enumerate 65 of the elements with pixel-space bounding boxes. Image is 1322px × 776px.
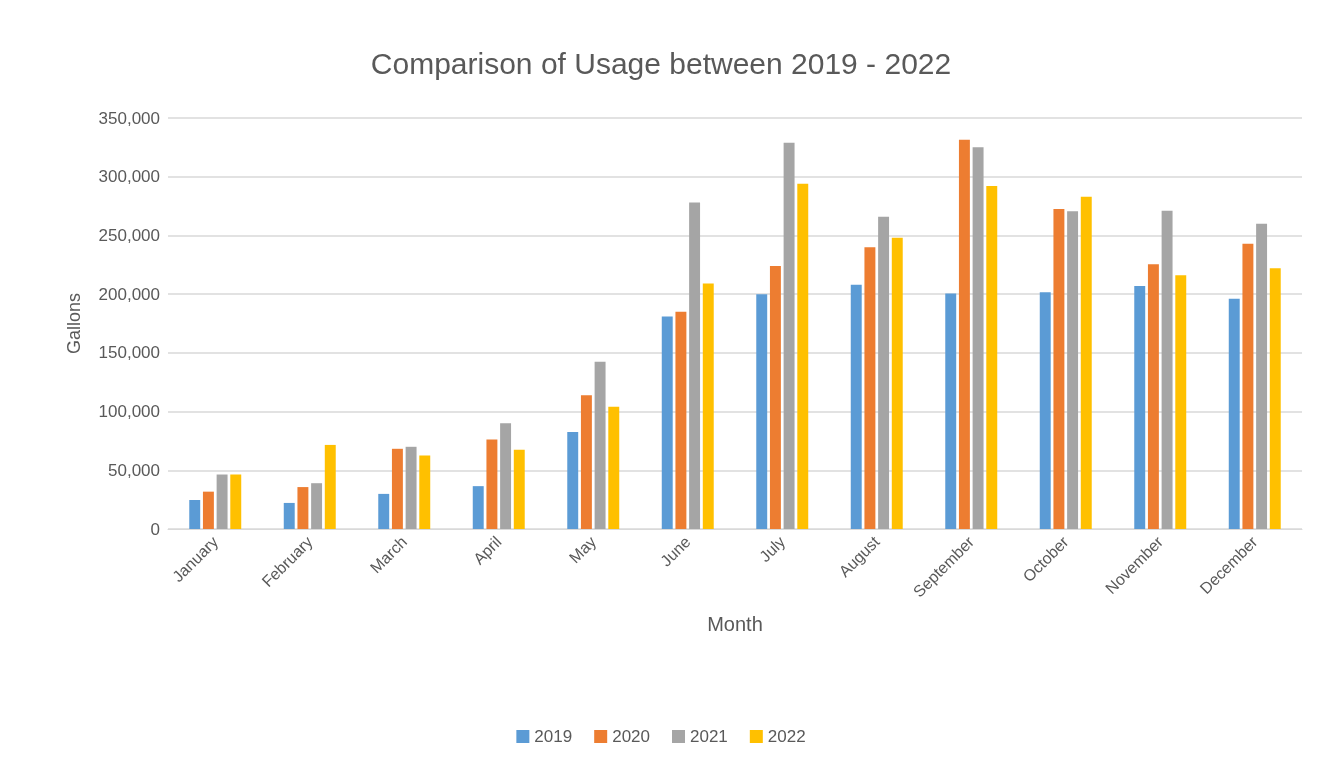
y-tick-label: 0 [150,519,160,539]
bar [391,448,403,529]
bar [311,483,323,529]
bar [850,284,862,529]
bar [891,237,903,529]
bar [945,293,957,529]
legend-label: 2021 [690,727,728,746]
legend-label: 2019 [534,727,573,746]
x-tick-label: July [756,532,789,566]
bar [1039,292,1051,529]
bar [419,455,431,529]
bar [405,446,417,529]
y-tick-label: 350,000 [98,108,160,128]
bar [189,500,201,529]
bar [230,474,242,529]
bar [378,493,390,529]
y-tick-label: 100,000 [98,402,160,422]
bar [283,502,295,529]
y-tick-label: 200,000 [98,284,160,304]
bar [1134,285,1146,529]
bar [864,247,876,529]
bar [1242,243,1254,529]
legend-label: 2022 [767,727,806,746]
bar [783,142,795,529]
bar [472,486,484,529]
bar [702,283,714,529]
bar [769,265,781,529]
y-axis-title: Gallons [64,292,84,355]
bar [594,361,606,529]
y-tick-label: 300,000 [98,167,160,187]
bar [1175,275,1187,529]
bar [1053,208,1065,529]
bar [297,487,309,529]
bar [661,316,673,529]
bar [797,183,809,529]
bar [689,202,701,529]
bar [1080,196,1092,529]
chart-title: Comparison of Usage between 2019 - 2022 [370,46,952,80]
bar [202,491,214,529]
bar [1256,223,1268,529]
bar [500,423,512,529]
bar [1161,210,1173,529]
y-tick-label: 150,000 [98,343,160,363]
bar [675,311,687,529]
bar [986,186,998,529]
bar [1147,264,1159,529]
bar [567,432,579,529]
bar [1269,268,1281,529]
x-tick-label: May [565,532,600,567]
bar [958,139,970,529]
legend-label: 2020 [612,727,651,746]
bar [1067,211,1079,529]
bar [513,449,525,529]
bar [756,294,768,529]
bar [878,216,890,529]
bar [324,444,336,529]
y-tick-label: 250,000 [98,225,160,245]
bar [216,474,228,529]
bar [608,406,620,529]
bar [486,439,498,529]
x-axis-title: Month [707,613,763,635]
bar [580,395,592,529]
y-tick-label: 50,000 [108,460,160,480]
bar [972,147,984,529]
bar [1228,298,1240,529]
